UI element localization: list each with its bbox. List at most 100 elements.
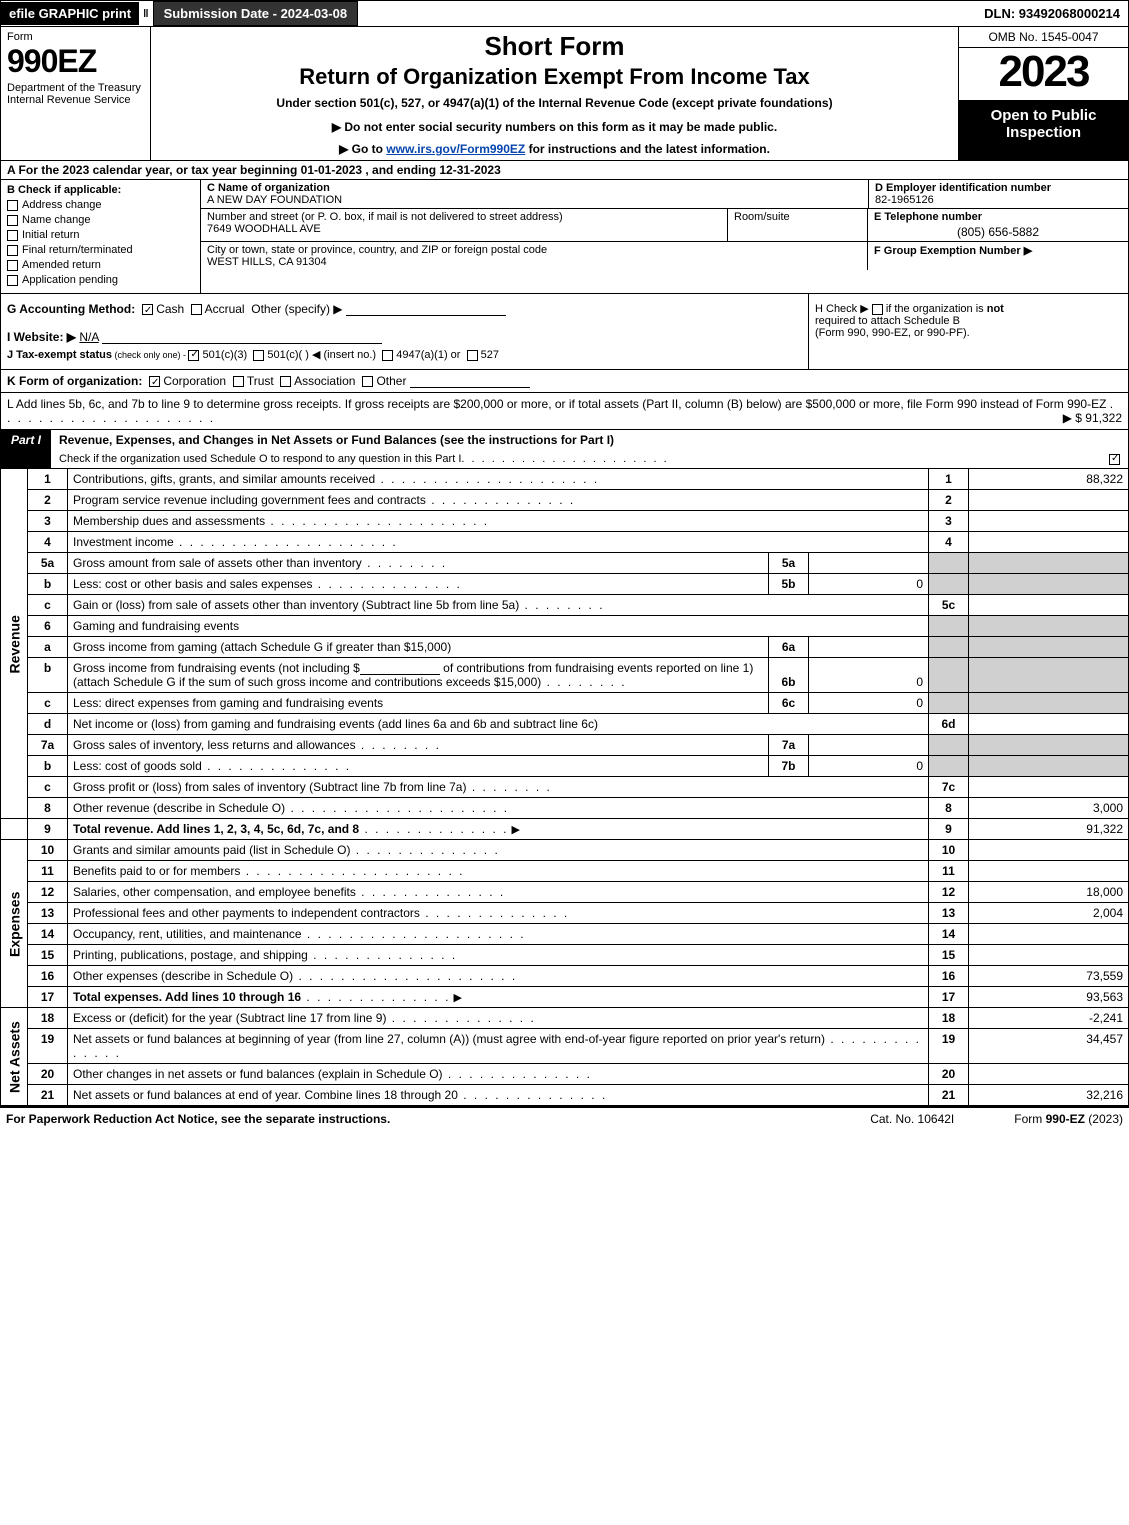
b-address-change: Address change [7, 199, 194, 211]
checkbox-icon[interactable] [7, 260, 18, 271]
checkbox-cash[interactable] [142, 304, 153, 315]
column-cdef: C Name of organization A NEW DAY FOUNDAT… [201, 180, 1128, 293]
checkbox-icon[interactable] [7, 230, 18, 241]
goto-pre: ▶ Go to [339, 142, 386, 156]
k-label: K Form of organization: [7, 374, 142, 388]
footer: For Paperwork Reduction Act Notice, see … [0, 1106, 1129, 1130]
checkbox-trust[interactable] [233, 376, 244, 387]
checkbox-4947[interactable] [382, 350, 393, 361]
line-6c: c Less: direct expenses from gaming and … [1, 693, 1129, 714]
checkbox-accrual[interactable] [191, 304, 202, 315]
line-3: 3 Membership dues and assessments 3 [1, 511, 1129, 532]
row-city: City or town, state or province, country… [201, 242, 1128, 270]
line-13: 13 Professional fees and other payments … [1, 903, 1129, 924]
line-6d: d Net income or (loss) from gaming and f… [1, 714, 1129, 735]
city-label: City or town, state or province, country… [207, 244, 547, 256]
checkbox-icon[interactable] [7, 200, 18, 211]
city: WEST HILLS, CA 91304 [207, 256, 327, 268]
checkbox-h[interactable] [872, 304, 883, 315]
room-label: Room/suite [734, 211, 790, 223]
line-6a: a Gross income from gaming (attach Sched… [1, 637, 1129, 658]
part1-title: Revenue, Expenses, and Changes in Net As… [51, 430, 1128, 450]
checkbox-icon[interactable] [7, 215, 18, 226]
footer-right: Form 990-EZ (2023) [1014, 1112, 1123, 1126]
website: N/A [79, 330, 98, 344]
checkbox-501c3[interactable] [188, 350, 199, 361]
header-center: Short Form Return of Organization Exempt… [151, 27, 958, 160]
checkbox-corporation[interactable] [149, 376, 160, 387]
line-5b: b Less: cost or other basis and sales ex… [1, 574, 1129, 595]
part1-checkline: Check if the organization used Schedule … [51, 450, 1128, 468]
irs-link[interactable]: www.irs.gov/Form990EZ [386, 142, 525, 156]
checkbox-schedule-o[interactable] [1109, 454, 1120, 465]
checkbox-other[interactable] [362, 376, 373, 387]
efile-print-label[interactable]: efile GRAPHIC print [1, 2, 139, 25]
footer-left: For Paperwork Reduction Act Notice, see … [6, 1112, 390, 1126]
cell-f: F Group Exemption Number ▶ [868, 242, 1128, 270]
line-6: 6 Gaming and fundraising events [1, 616, 1129, 637]
section-a: A For the 2023 calendar year, or tax yea… [0, 161, 1129, 180]
line-5c: c Gain or (loss) from sale of assets oth… [1, 595, 1129, 616]
website-blank [102, 330, 382, 344]
ein: 82-1965126 [875, 194, 934, 206]
line-12: 12 Salaries, other compensation, and emp… [1, 882, 1129, 903]
omb-number: OMB No. 1545-0047 [959, 27, 1128, 48]
l-amount: ▶ $ 91,322 [1063, 411, 1122, 425]
tax-year: 2023 [959, 48, 1128, 101]
form-word: Form [7, 31, 144, 43]
department: Department of the Treasury Internal Reve… [7, 82, 144, 106]
c-label: C Name of organization [207, 182, 330, 194]
k-other-blank [410, 374, 530, 388]
cell-g: G Accounting Method: Cash Accrual Other … [1, 294, 808, 369]
part1-header: Part I Revenue, Expenses, and Changes in… [0, 430, 1129, 469]
lines-table: Revenue 1 Contributions, gifts, grants, … [0, 469, 1129, 1106]
submission-date: Submission Date - 2024-03-08 [153, 1, 359, 26]
cell-e: E Telephone number (805) 656-5882 [868, 209, 1128, 241]
line-15: 15 Printing, publications, postage, and … [1, 945, 1129, 966]
cell-h: H Check ▶ if the organization is not req… [808, 294, 1128, 369]
row-c-d: C Name of organization A NEW DAY FOUNDAT… [201, 180, 1128, 209]
street-label: Number and street (or P. O. box, if mail… [207, 211, 563, 223]
line-2: 2 Program service revenue including gove… [1, 490, 1129, 511]
side-expenses: Expenses [1, 840, 28, 1008]
side-netassets: Net Assets [1, 1008, 28, 1106]
goto-post: for instructions and the latest informat… [525, 142, 770, 156]
form-header: Form 990EZ Department of the Treasury In… [0, 27, 1129, 161]
top-bar: efile GRAPHIC print ‖ Submission Date - … [0, 0, 1129, 27]
checkbox-527[interactable] [467, 350, 478, 361]
checkbox-association[interactable] [280, 376, 291, 387]
form-number: 990EZ [7, 43, 144, 80]
j-label: J Tax-exempt status [7, 349, 112, 361]
line-1: Revenue 1 Contributions, gifts, grants, … [1, 469, 1129, 490]
b-initial-return: Initial return [7, 229, 194, 241]
under-section: Under section 501(c), 527, or 4947(a)(1)… [157, 96, 952, 110]
org-name: A NEW DAY FOUNDATION [207, 194, 342, 206]
header-right: OMB No. 1545-0047 2023 Open to Public In… [958, 27, 1128, 160]
line-5a: 5a Gross amount from sale of assets othe… [1, 553, 1129, 574]
checkbox-icon[interactable] [7, 275, 18, 286]
line-4: 4 Investment income 4 [1, 532, 1129, 553]
cell-c: C Name of organization A NEW DAY FOUNDAT… [201, 180, 868, 208]
line-8: 8 Other revenue (describe in Schedule O)… [1, 798, 1129, 819]
line-20: 20 Other changes in net assets or fund b… [1, 1064, 1129, 1085]
checkbox-icon[interactable] [7, 245, 18, 256]
line-7c: c Gross profit or (loss) from sales of i… [1, 777, 1129, 798]
line-14: 14 Occupancy, rent, utilities, and maint… [1, 924, 1129, 945]
checkbox-501c[interactable] [253, 350, 264, 361]
line-9: 9 Total revenue. Add lines 1, 2, 3, 4, 5… [1, 819, 1129, 840]
column-b: B Check if applicable: Address change Na… [1, 180, 201, 293]
b-amended-return: Amended return [7, 259, 194, 271]
line-17: 17 Total expenses. Add lines 10 through … [1, 987, 1129, 1008]
other-specify-blank[interactable] [346, 302, 506, 316]
cell-city: City or town, state or province, country… [201, 242, 868, 270]
g-label: G Accounting Method: [7, 302, 135, 316]
do-not-enter: ▶ Do not enter social security numbers o… [157, 120, 952, 134]
i-label: I Website: ▶ [7, 330, 76, 344]
telephone: (805) 656-5882 [874, 225, 1122, 239]
row-street: Number and street (or P. O. box, if mail… [201, 209, 1128, 242]
footer-cat: Cat. No. 10642I [870, 1112, 954, 1126]
line-7a: 7a Gross sales of inventory, less return… [1, 735, 1129, 756]
6b-blank [360, 661, 440, 675]
return-of-title: Return of Organization Exempt From Incom… [157, 64, 952, 90]
row-l: L Add lines 5b, 6c, and 7b to line 9 to … [0, 393, 1129, 430]
